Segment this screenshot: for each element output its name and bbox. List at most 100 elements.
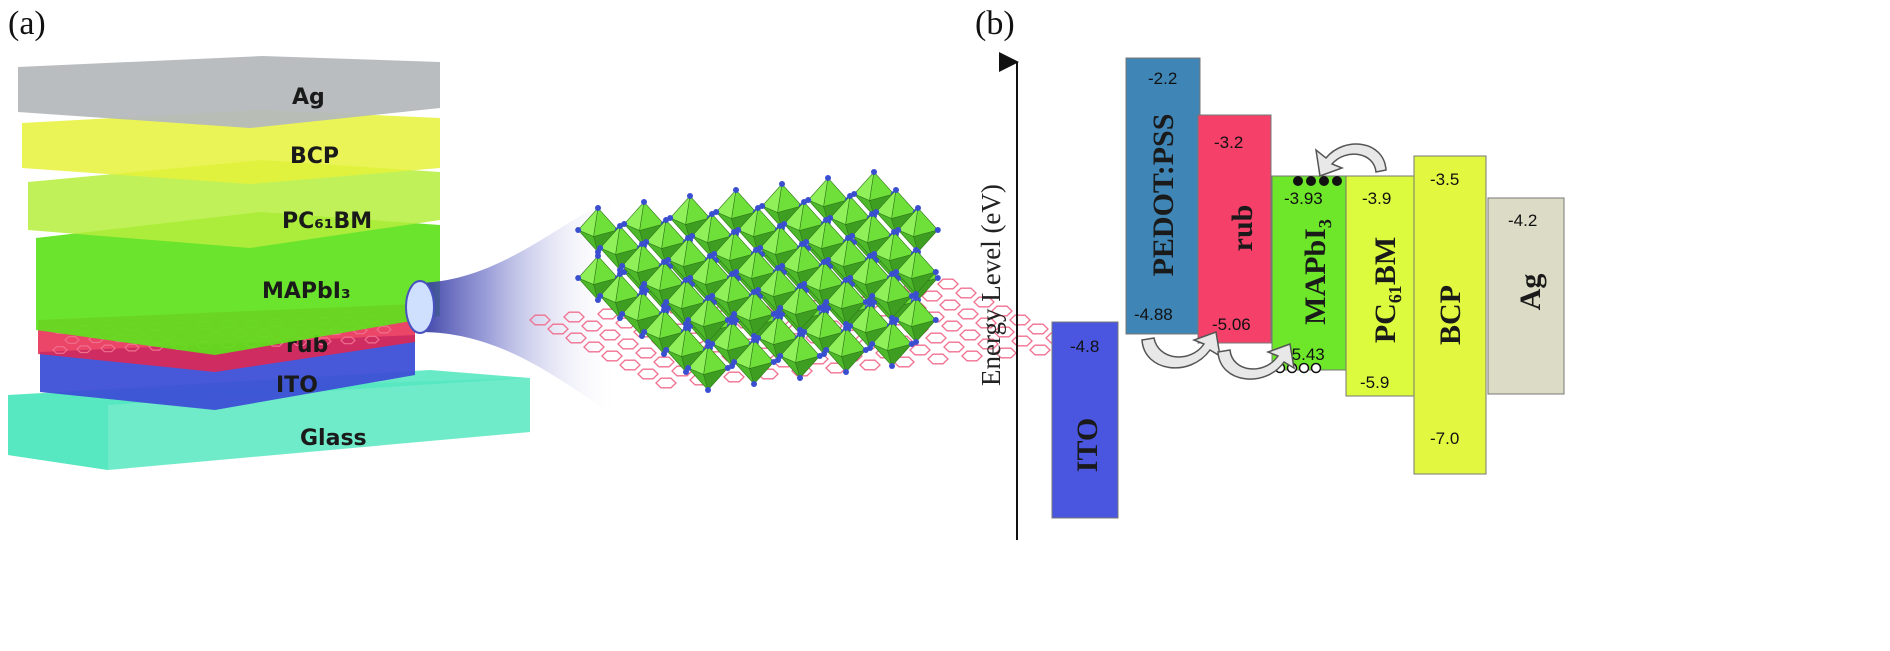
hexagon-ring bbox=[1027, 323, 1049, 335]
atom bbox=[575, 227, 582, 233]
hexagon-ring bbox=[927, 353, 949, 365]
band-mapbi3: -3.93 -5.43 MAPbI₃ bbox=[1271, 175, 1347, 374]
atom bbox=[823, 347, 830, 353]
band-ag: -4.2 Ag bbox=[1487, 197, 1565, 395]
hexagon-ring bbox=[653, 356, 675, 368]
atom bbox=[847, 193, 853, 199]
atom bbox=[934, 227, 941, 233]
atom bbox=[775, 265, 781, 271]
octahedron bbox=[871, 229, 917, 279]
octahedron bbox=[777, 283, 823, 333]
panel-b: (b) Energy Level (eV) -4.8 ITO -2.2 -4.8… bbox=[975, 5, 1565, 540]
octahedron-face bbox=[887, 343, 913, 367]
atom bbox=[724, 317, 731, 323]
hexagon-ring bbox=[941, 320, 963, 332]
atom bbox=[751, 333, 757, 339]
atom bbox=[934, 275, 941, 281]
atom bbox=[685, 317, 692, 323]
atom bbox=[777, 305, 784, 311]
atom bbox=[707, 253, 713, 259]
atom bbox=[753, 247, 759, 253]
octahedron-face bbox=[911, 319, 937, 343]
panel-b-label: (b) bbox=[975, 5, 1015, 42]
atom bbox=[661, 259, 667, 265]
layer-label-ito: ITO bbox=[276, 373, 318, 398]
octahedron bbox=[619, 289, 665, 339]
band-pedot-pss-name: PEDOT:PSS bbox=[1147, 114, 1180, 277]
electron-dot bbox=[1306, 176, 1316, 186]
band-pedot-pss-box bbox=[1125, 57, 1201, 335]
octahedron-face bbox=[703, 367, 729, 391]
hexagon-ring bbox=[993, 326, 1015, 338]
band-pedot-pss-top-value: -2.2 bbox=[1148, 69, 1177, 88]
band-ito-name: ITO bbox=[1071, 418, 1104, 472]
atom bbox=[821, 259, 827, 265]
band-pcbm-box bbox=[1345, 175, 1415, 397]
atom bbox=[575, 275, 582, 281]
hexagon-ring bbox=[76, 345, 92, 354]
atom bbox=[641, 199, 647, 205]
hexagon-ring bbox=[991, 305, 1013, 317]
atom bbox=[889, 271, 895, 277]
band-ito-box bbox=[1051, 321, 1119, 519]
hexagon-ring bbox=[975, 317, 997, 329]
atom bbox=[843, 277, 849, 283]
band-bcp-name: BCP bbox=[1434, 285, 1467, 345]
atom bbox=[913, 247, 919, 253]
octahedron bbox=[823, 325, 869, 375]
atom bbox=[705, 339, 711, 345]
atom bbox=[619, 263, 626, 269]
atom bbox=[932, 269, 939, 275]
atom bbox=[801, 199, 807, 205]
layer-mapbi3: MAPbI₃ bbox=[36, 212, 440, 355]
atom bbox=[597, 293, 604, 299]
atom bbox=[908, 341, 915, 347]
hexagon-ring bbox=[529, 314, 551, 326]
electron-dot bbox=[1319, 176, 1329, 186]
crystal-octahedra bbox=[575, 169, 941, 393]
octahedron bbox=[731, 337, 777, 387]
octahedron bbox=[893, 247, 939, 297]
octahedron-face bbox=[795, 307, 821, 331]
hexagon-ring bbox=[100, 344, 116, 353]
band-mapbi3-box bbox=[1271, 175, 1347, 371]
band-pedot-pss-bottom-value: -4.88 bbox=[1134, 305, 1173, 324]
hexagon-ring bbox=[973, 296, 995, 308]
hexagon-ring bbox=[376, 325, 392, 334]
ag-face bbox=[18, 56, 440, 128]
atom bbox=[825, 175, 831, 181]
band-pcbm-bottom-value: -5.9 bbox=[1360, 373, 1389, 392]
atom bbox=[705, 387, 711, 393]
atom bbox=[731, 229, 737, 235]
electron-dot bbox=[1332, 176, 1342, 186]
atom bbox=[843, 369, 849, 375]
hexagon-ring bbox=[925, 332, 947, 344]
hexagon-ring bbox=[859, 359, 881, 371]
layer-pcbm: PC₆₁BM bbox=[28, 160, 440, 248]
atom bbox=[908, 293, 915, 299]
electron-dot bbox=[1293, 176, 1303, 186]
layer-ag: Ag bbox=[18, 56, 440, 128]
atom bbox=[751, 381, 757, 387]
zoom-beam-aperture bbox=[405, 280, 435, 334]
band-pcbm-top-value: -3.9 bbox=[1362, 189, 1391, 208]
hexagon-ring bbox=[581, 320, 603, 332]
electron-dots bbox=[1293, 176, 1342, 186]
atom bbox=[619, 311, 626, 317]
atom bbox=[683, 277, 689, 283]
atom bbox=[823, 299, 830, 305]
hexagon-ring bbox=[563, 311, 585, 323]
hexagon-ring bbox=[637, 368, 659, 380]
octahedron bbox=[685, 295, 731, 345]
atom bbox=[777, 353, 784, 359]
octahedron-face bbox=[795, 355, 821, 379]
atom bbox=[597, 245, 604, 251]
atom bbox=[729, 271, 735, 277]
bcp-face bbox=[22, 110, 440, 184]
hexagon-ring bbox=[64, 336, 80, 344]
atom bbox=[869, 341, 876, 347]
band-rub-top-value: -3.2 bbox=[1214, 133, 1243, 152]
atom bbox=[641, 329, 648, 335]
atom bbox=[617, 223, 623, 229]
